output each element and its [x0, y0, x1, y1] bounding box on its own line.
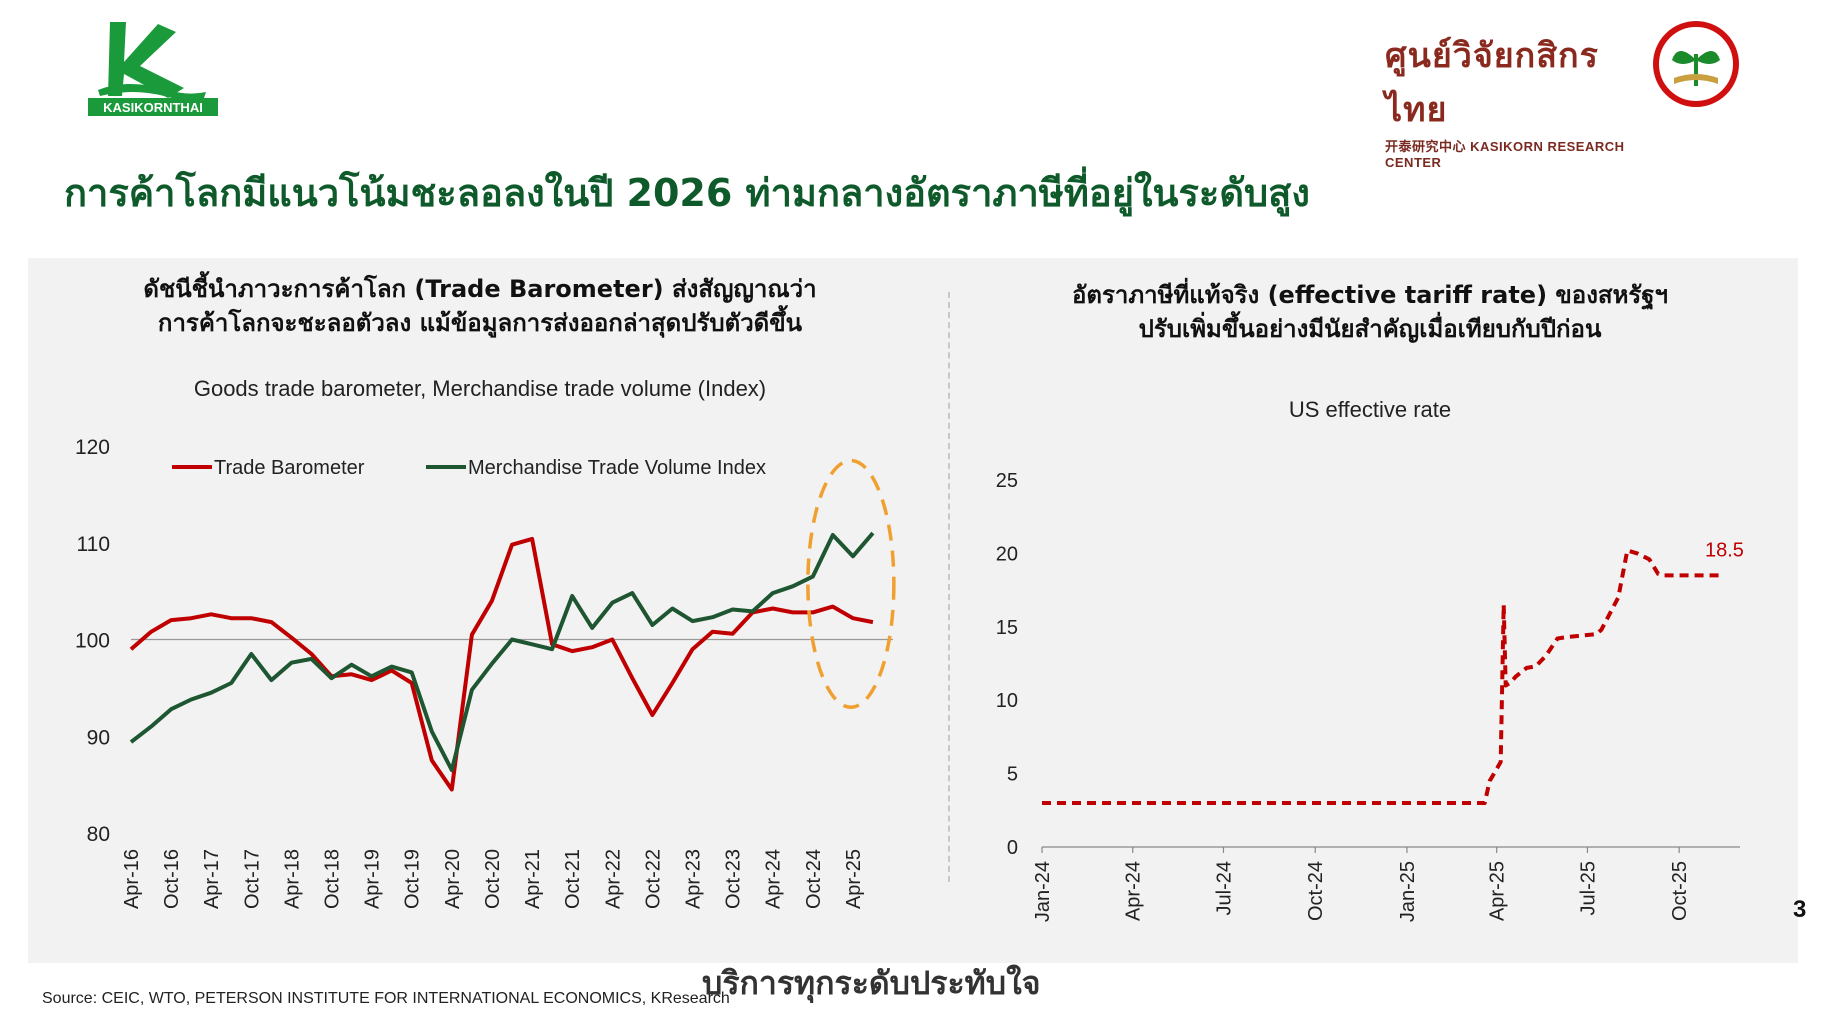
right-x-tick-label: Oct-25: [1669, 861, 1691, 921]
right-x-tick-label: Apr-24: [1123, 861, 1145, 921]
right-y-tick-label: 25: [996, 470, 1018, 492]
right-x-tick-label: Jan-24: [1032, 861, 1054, 922]
left-y-tick-label: 120: [75, 436, 110, 459]
logo-text: KASIKORNTHAI: [103, 100, 203, 115]
page-number: 3: [1793, 896, 1807, 923]
left-chart-heading: ดัชนีชี้นำภาวะการค้าโลก (Trade Barometer…: [40, 272, 920, 340]
left-x-tick-label: Apr-17: [201, 849, 223, 909]
kasikornthai-logo: KASIKORNTHAI: [88, 22, 218, 116]
kresearch-logo-text: ศูนย์วิจัยกสิกรไทย 开泰研究中心 KASIKORN RESEA…: [1385, 28, 1645, 170]
right-x-tick-label: Jul-25: [1577, 861, 1599, 915]
kresearch-english-name: 开泰研究中心 KASIKORN RESEARCH CENTER: [1385, 139, 1625, 170]
legend-label: Merchandise Trade Volume Index: [468, 457, 766, 479]
slogan: บริการทุกระดับประทับใจ: [702, 964, 1041, 1002]
right-y-tick-label: 10: [996, 690, 1018, 712]
left-x-tick-label: Apr-16: [121, 849, 143, 909]
left-y-tick-label: 110: [77, 533, 110, 556]
us-effective-rate-line: [1042, 548, 1724, 805]
left-x-tick-label: Apr-21: [522, 849, 544, 909]
left-x-tick-label: Oct-18: [322, 849, 344, 909]
left-x-tick-label: Oct-16: [161, 849, 183, 909]
left-x-tick-label: Apr-18: [281, 849, 303, 909]
left-heading-line2: การค้าโลกจะชะลอตัวลง แม้ข้อมูลการส่งออกล…: [157, 309, 803, 337]
legend-label: Trade Barometer: [214, 457, 365, 479]
left-heading-line1: ดัชนีชี้นำภาวะการค้าโลก (Trade Barometer…: [143, 275, 817, 303]
right-y-tick-label: 0: [1007, 837, 1018, 859]
right-chart-title: US effective rate: [1288, 397, 1452, 422]
right-y-tick-label: 15: [996, 617, 1018, 639]
right-y-tick-label: 5: [1007, 764, 1018, 786]
source-note: Source: CEIC, WTO, PETERSON INSTITUTE FO…: [42, 990, 730, 1007]
merchandise-volume-line: [129, 531, 875, 773]
left-x-tick-label: Apr-24: [763, 849, 785, 909]
right-heading-line1: อัตราภาษีที่แท้จริง (effective tariff ra…: [1071, 281, 1669, 309]
left-x-tick-label: Oct-19: [402, 849, 424, 909]
left-x-tick-label: Apr-19: [362, 849, 384, 909]
right-y-tick-label: 20: [996, 543, 1018, 565]
left-y-tick-label: 80: [87, 823, 110, 846]
left-x-tick-label: Oct-21: [562, 849, 584, 909]
right-x-tick-label: Oct-24: [1305, 861, 1327, 921]
right-x-tick-label: Apr-25: [1487, 861, 1509, 921]
logo-k-glyph: [108, 22, 184, 98]
left-x-tick-label: Oct-24: [803, 849, 825, 909]
highlight-ellipse: [806, 458, 896, 709]
left-x-tick-label: Apr-22: [602, 849, 624, 909]
left-y-tick-label: 90: [87, 726, 110, 749]
page-title: การค้าโลกมีแนวโน้มชะลอลงในปี 2026 ท่ามกล…: [64, 171, 1310, 215]
right-chart-heading: อัตราภาษีที่แท้จริง (effective tariff ra…: [970, 278, 1770, 346]
left-x-tick-label: Oct-17: [241, 849, 263, 909]
kresearch-emblem-icon: [1653, 21, 1739, 107]
panel-divider: [948, 292, 950, 882]
left-x-tick-label: Oct-23: [723, 849, 745, 909]
left-x-tick-label: Oct-22: [642, 849, 664, 909]
left-x-tick-label: Apr-25: [843, 849, 865, 909]
left-x-tick-label: Apr-23: [682, 849, 704, 909]
left-x-tick-label: Oct-20: [482, 849, 504, 909]
left-x-tick-label: Apr-20: [442, 849, 464, 909]
trade-barometer-line: [129, 536, 874, 792]
kresearch-thai-name: ศูนย์วิจัยกสิกรไทย: [1385, 36, 1599, 130]
right-heading-line2: ปรับเพิ่มขึ้นอย่างมีนัยสำคัญเมื่อเทียบกั…: [1138, 315, 1602, 343]
right-x-tick-label: Jan-25: [1397, 861, 1419, 922]
right-x-tick-label: Jul-24: [1213, 861, 1235, 915]
latest-value-label: 18.5: [1705, 539, 1744, 561]
left-chart-title: Goods trade barometer, Merchandise trade…: [193, 376, 767, 401]
left-y-tick-label: 100: [75, 630, 110, 653]
